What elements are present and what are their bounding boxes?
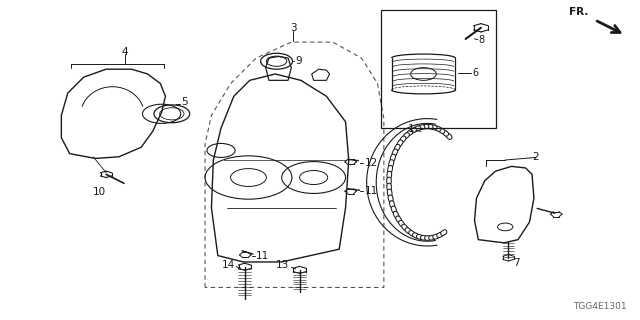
Text: 12: 12 (365, 158, 378, 168)
Text: FR.: FR. (569, 7, 588, 17)
Text: 7: 7 (513, 258, 520, 268)
Text: 4: 4 (122, 47, 129, 57)
Text: TGG4E1301: TGG4E1301 (573, 302, 627, 311)
Text: 5: 5 (180, 97, 188, 107)
Text: 11: 11 (256, 251, 269, 261)
Bar (381, 10, 495, 128)
Text: 2: 2 (532, 152, 539, 162)
Text: 3: 3 (290, 23, 296, 33)
Text: 10: 10 (93, 187, 106, 197)
Text: 14: 14 (222, 260, 235, 270)
Text: 6: 6 (472, 68, 478, 78)
Text: 13: 13 (276, 260, 289, 270)
Text: 8: 8 (478, 35, 484, 44)
Text: 11: 11 (365, 186, 378, 196)
Text: 9: 9 (296, 56, 302, 66)
Text: 1: 1 (408, 124, 415, 134)
